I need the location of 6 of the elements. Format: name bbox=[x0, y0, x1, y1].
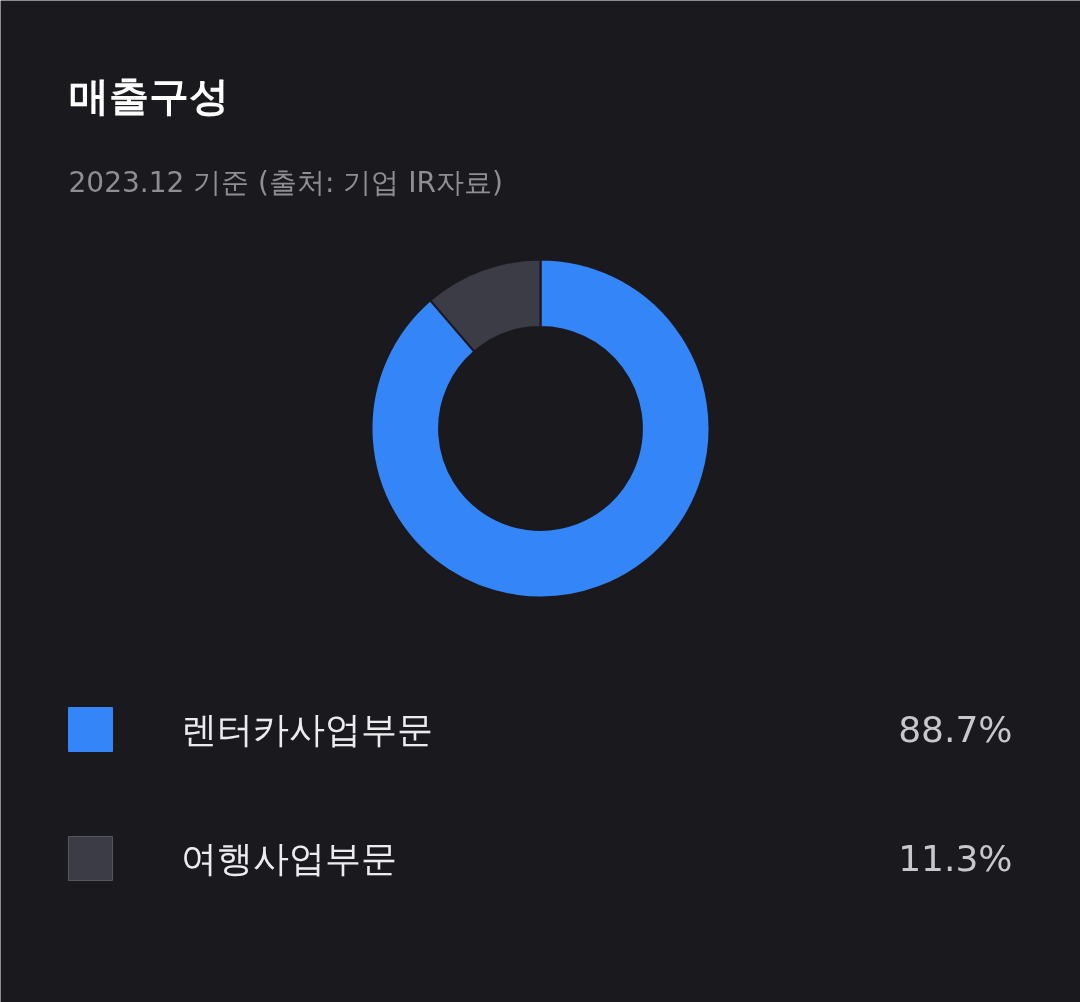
legend-label: 렌터카사업부문 bbox=[180, 709, 433, 750]
chart-title: 매출구성 bbox=[68, 72, 229, 119]
legend-label: 여행사업부문 bbox=[180, 838, 397, 879]
data-label: 88.7% bbox=[898, 709, 1013, 750]
chart-subtitle: 2023.12 기준 (출처: 기업 IR자료) bbox=[68, 166, 503, 199]
data-label: 11.3% bbox=[898, 838, 1013, 879]
